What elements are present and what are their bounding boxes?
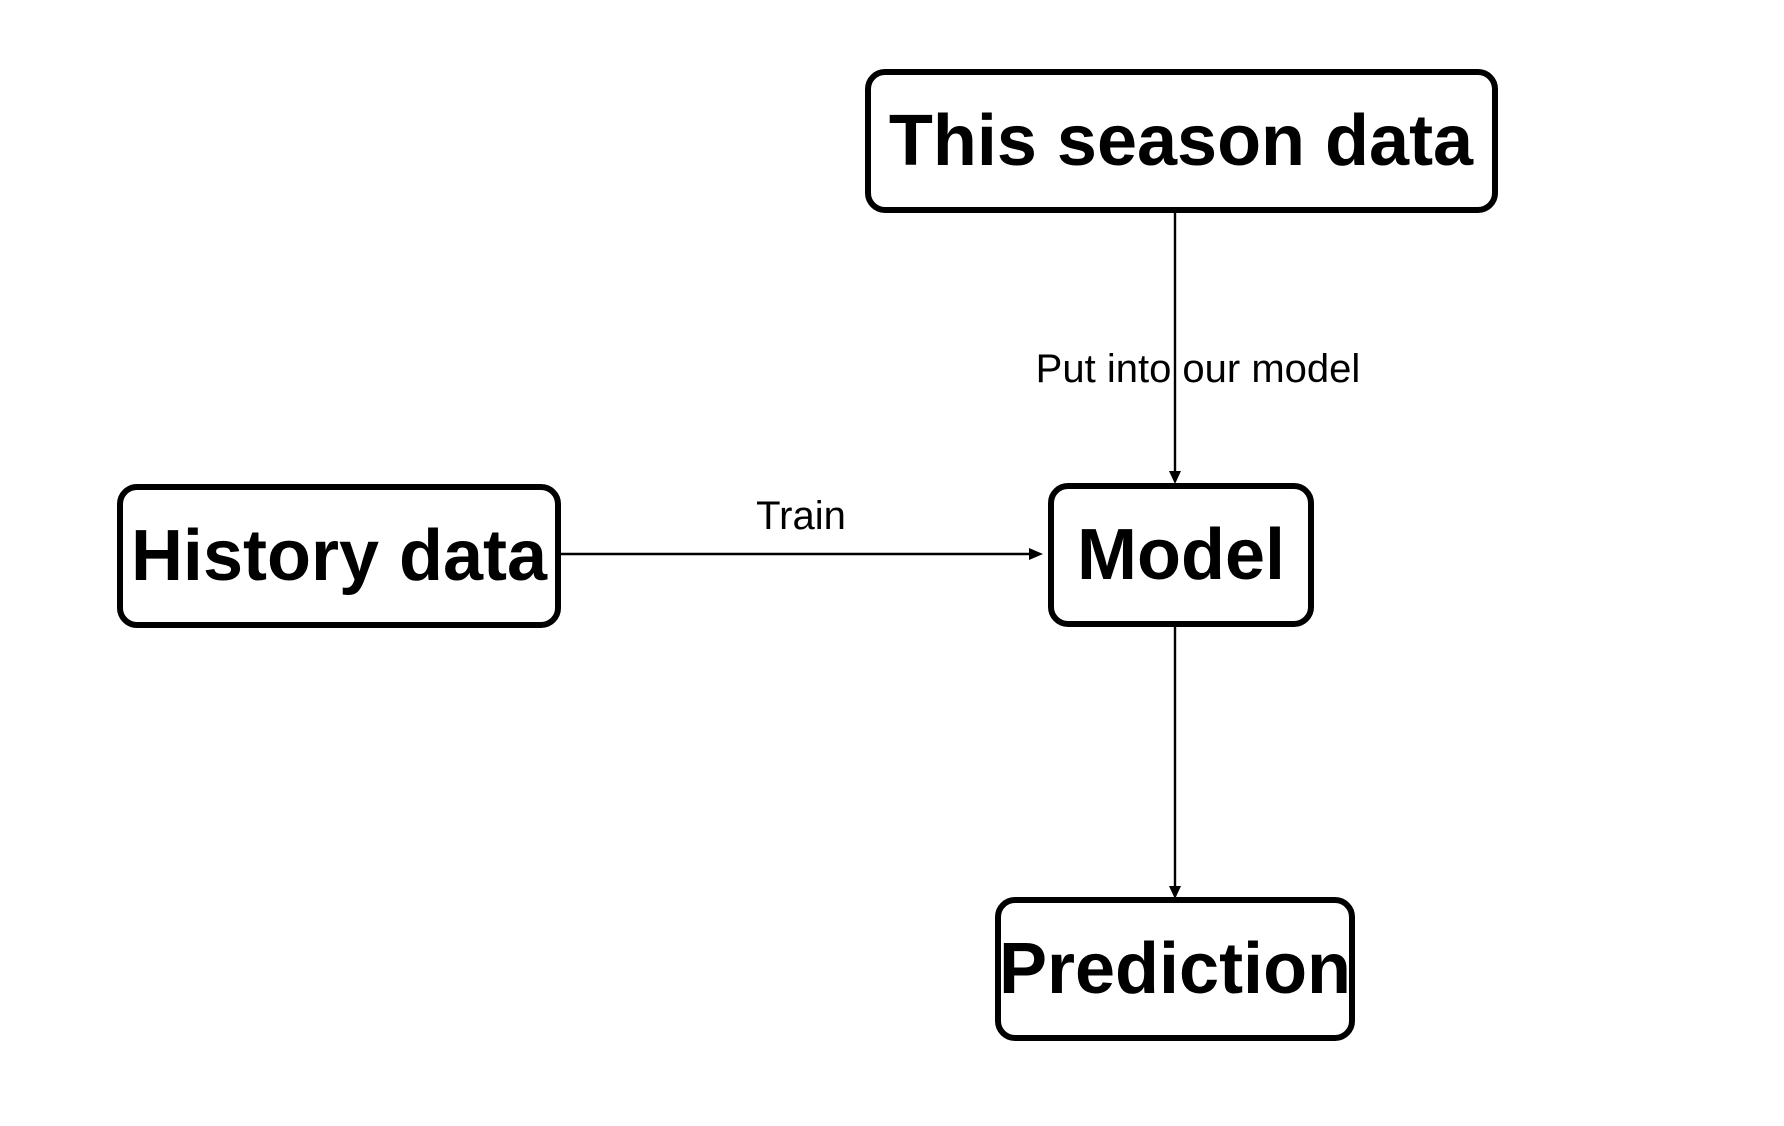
node-this-season-data: This season data <box>865 69 1498 213</box>
node-history-data: History data <box>117 484 561 628</box>
edge-season-to-model-arrowhead <box>1169 471 1181 484</box>
edge-label-train: Train <box>756 494 846 538</box>
edge-model-to-prediction-arrowhead <box>1169 886 1181 899</box>
edge-model-to-prediction <box>1169 624 1181 899</box>
node-model: Model <box>1048 483 1314 627</box>
node-prediction-label: Prediction <box>999 929 1351 1009</box>
node-history-data-label: History data <box>131 516 548 596</box>
edge-history-to-model <box>558 548 1043 560</box>
node-model-label: Model <box>1077 515 1285 595</box>
edge-history-to-model-arrowhead <box>1029 548 1043 560</box>
node-prediction: Prediction <box>995 897 1355 1041</box>
edge-label-put-into-model: Put into our model <box>1036 347 1361 391</box>
edge-season-to-model <box>1169 210 1181 484</box>
node-this-season-data-label: This season data <box>889 101 1474 181</box>
